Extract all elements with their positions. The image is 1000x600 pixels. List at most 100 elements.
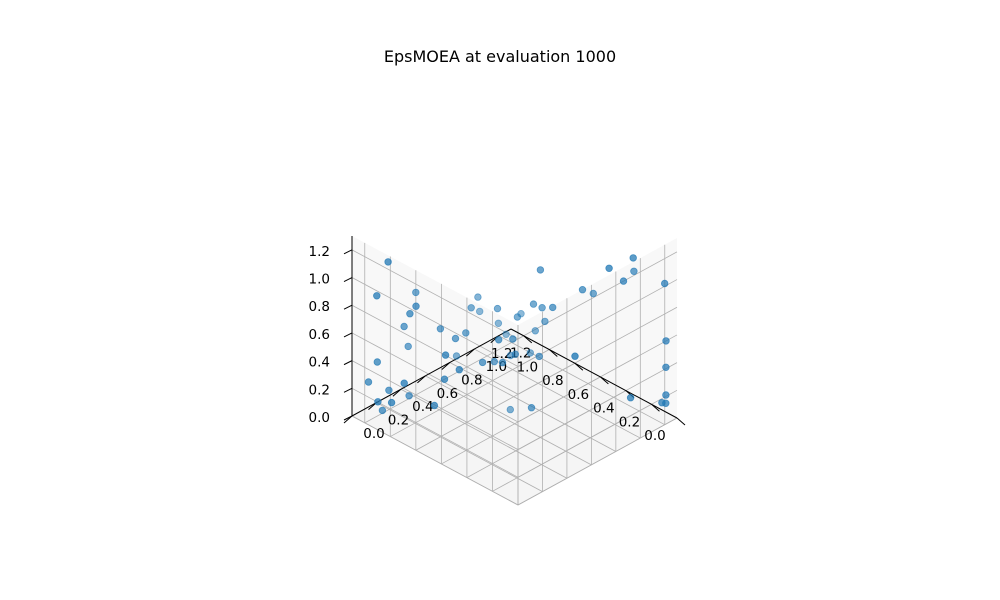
grid-line bbox=[425, 375, 592, 466]
z-tick-label: 1.0 bbox=[309, 272, 330, 288]
scatter-point bbox=[462, 329, 470, 337]
scatter-point bbox=[455, 366, 463, 374]
y-tick-label: 0.2 bbox=[388, 413, 409, 429]
grid-line bbox=[351, 332, 519, 423]
x-tick-mark bbox=[523, 335, 533, 344]
y-tick-label: 0.4 bbox=[412, 399, 433, 415]
x-tick-mark bbox=[548, 349, 558, 357]
scatter-point bbox=[494, 319, 503, 327]
x-tick-label: 0.4 bbox=[593, 401, 614, 417]
scatter-point bbox=[626, 394, 635, 402]
scatter-point bbox=[384, 258, 392, 266]
x-tick-mark bbox=[651, 403, 660, 412]
scatter-point bbox=[404, 342, 412, 351]
scatter-point bbox=[493, 304, 502, 313]
scatter-point bbox=[441, 351, 450, 359]
scatter-point bbox=[511, 350, 519, 358]
scatter-point bbox=[498, 358, 507, 367]
y-tick-mark bbox=[417, 375, 426, 384]
scatter-point bbox=[451, 334, 460, 343]
z-tick-mark bbox=[343, 387, 353, 393]
scatter-point bbox=[378, 406, 387, 415]
z-tick-mark bbox=[343, 332, 353, 338]
scatter-point bbox=[571, 352, 579, 360]
y-tick-mark bbox=[441, 362, 451, 370]
grid-line bbox=[517, 417, 678, 506]
scatter-point bbox=[531, 327, 539, 335]
scatter-point bbox=[619, 277, 628, 285]
grid-line bbox=[517, 362, 678, 450]
z-tick-label: 0.8 bbox=[309, 299, 330, 315]
grid-line bbox=[376, 402, 543, 492]
grid-line bbox=[517, 306, 678, 395]
scatter-point bbox=[513, 313, 522, 321]
grid-line bbox=[351, 415, 519, 506]
z-tick-mark bbox=[343, 360, 353, 366]
scatter-point bbox=[387, 398, 396, 407]
x-tick-mark bbox=[600, 376, 609, 385]
x-tick-mark bbox=[574, 362, 584, 371]
scatter-point bbox=[436, 325, 445, 333]
scatter-point bbox=[400, 379, 408, 387]
scatter-point bbox=[536, 266, 545, 274]
scatter-point bbox=[535, 352, 543, 361]
y-tick-mark bbox=[392, 388, 402, 397]
z-tick-mark bbox=[343, 415, 353, 421]
grid-lines bbox=[351, 236, 678, 506]
y-tick-label: 0.6 bbox=[437, 386, 458, 402]
y-tick-label: 0.8 bbox=[461, 372, 482, 388]
scatter-point bbox=[374, 398, 382, 406]
scatter-point bbox=[662, 337, 670, 345]
scatter-point bbox=[452, 352, 461, 360]
scatter-point bbox=[549, 303, 557, 312]
scatter-point bbox=[529, 300, 538, 308]
grid-line bbox=[517, 279, 678, 367]
scatter-point bbox=[662, 391, 670, 399]
scatter-point bbox=[467, 304, 475, 312]
xy-pane bbox=[352, 329, 677, 505]
scatter-point bbox=[478, 358, 487, 367]
z-tick-mark bbox=[343, 304, 353, 310]
grid-line bbox=[351, 277, 519, 367]
x-tick-label: 0.8 bbox=[542, 373, 563, 389]
z-tick-mark bbox=[343, 249, 353, 255]
x-tick-label: 1.2 bbox=[491, 346, 512, 362]
x-tick-label: 0.6 bbox=[568, 387, 589, 403]
x-tick-label: 0.0 bbox=[644, 428, 665, 444]
scatter-point bbox=[474, 293, 482, 301]
scatter-point bbox=[373, 292, 381, 300]
scatter-point bbox=[662, 363, 670, 371]
scatter-point bbox=[412, 302, 420, 310]
scatter-point bbox=[364, 378, 373, 386]
x-tick-label: 0.2 bbox=[619, 414, 640, 430]
x-tick-mark bbox=[676, 417, 686, 426]
scatter-point bbox=[509, 335, 517, 343]
z-tick-label: 0.6 bbox=[309, 327, 330, 343]
scatter-point bbox=[506, 405, 514, 414]
scatter-point bbox=[578, 286, 587, 294]
grid-line bbox=[351, 249, 519, 340]
scatter-point bbox=[412, 288, 420, 297]
scatter-point bbox=[406, 310, 414, 318]
scatter-point bbox=[405, 392, 413, 400]
scatter-point bbox=[605, 264, 613, 272]
data-points bbox=[364, 254, 670, 415]
scatter-point bbox=[527, 404, 536, 412]
grid-line bbox=[400, 388, 568, 479]
grid-line bbox=[517, 334, 678, 423]
chart-title: EpsMOEA at evaluation 1000 bbox=[383, 47, 617, 66]
z-tick-label: 0.0 bbox=[309, 410, 330, 426]
grid-line bbox=[498, 335, 665, 426]
scatter-point bbox=[430, 401, 439, 410]
scatter-point bbox=[490, 357, 498, 366]
scatter-point bbox=[630, 267, 638, 275]
scatter-point bbox=[495, 336, 503, 344]
scatter-point bbox=[526, 349, 534, 357]
z-tick-label: 1.2 bbox=[309, 244, 330, 260]
y-tick-label: 0.0 bbox=[363, 426, 384, 442]
scatter-point bbox=[385, 386, 393, 394]
scatter-point bbox=[661, 279, 669, 288]
x-tick-label: 1.0 bbox=[517, 360, 538, 376]
scatter-point bbox=[629, 254, 637, 262]
